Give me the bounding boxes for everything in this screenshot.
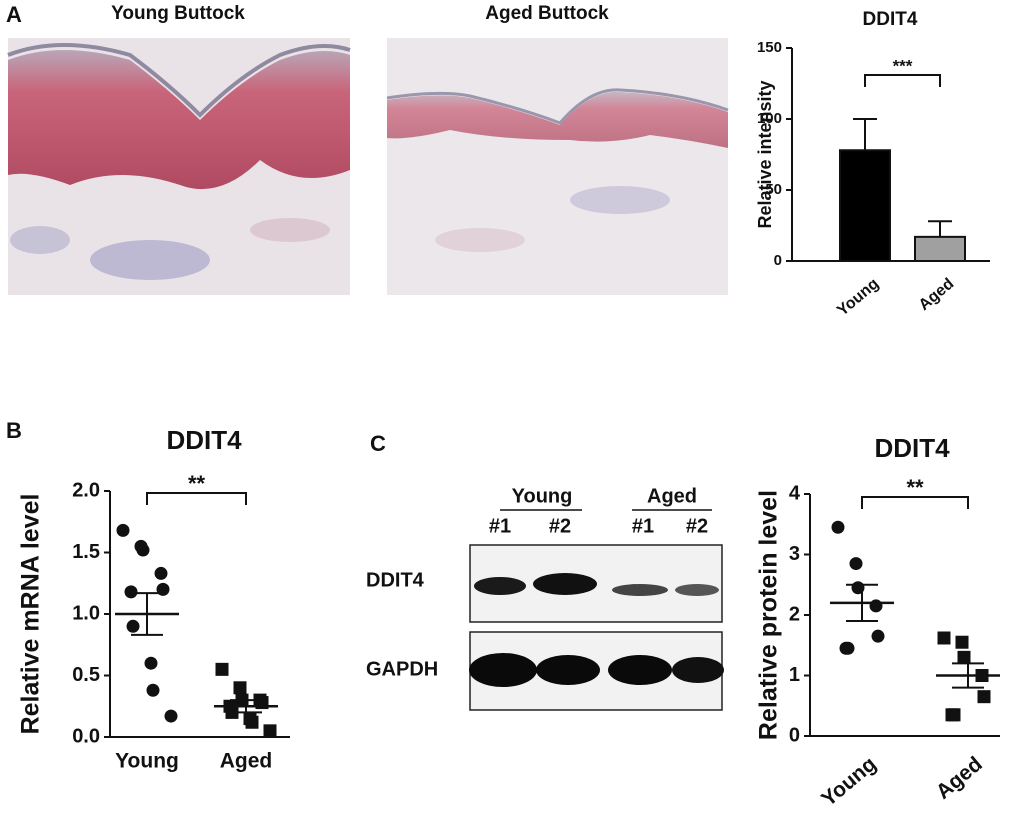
y-tick-label: 150	[757, 39, 782, 56]
y-tick-label: 0.0	[72, 725, 100, 747]
significance-bracket	[146, 492, 247, 505]
y-tick-label: 0	[774, 252, 782, 269]
significance-label: **	[188, 471, 206, 496]
data-point	[146, 683, 160, 697]
chart-title: DDIT4	[863, 9, 918, 30]
western-blot: Young Aged #1 #2 #1 #2 DDIT4 GAPDH	[366, 485, 724, 711]
x-tick-label: Aged	[932, 752, 987, 803]
data-point	[957, 650, 971, 664]
y-tick-label: 2.0	[72, 479, 100, 501]
data-point	[136, 543, 150, 557]
data-point	[124, 585, 138, 599]
chart-title: DDIT4	[166, 425, 242, 455]
blot-row-label: GAPDH	[366, 658, 438, 680]
x-tick-label: Aged	[916, 275, 958, 314]
x-tick-label: Young	[834, 275, 882, 319]
data-point	[869, 599, 883, 613]
data-point	[831, 520, 845, 534]
y-axis-label: Relative mRNA level	[17, 494, 45, 735]
data-point	[233, 681, 247, 695]
y-tick-label: 2	[789, 603, 800, 625]
significance-bracket	[864, 74, 941, 87]
blot-lane: #1	[632, 515, 654, 537]
data-point	[955, 635, 969, 649]
blot-group: Young	[512, 485, 573, 507]
y-tick-label: 1.5	[72, 541, 100, 563]
data-point	[977, 690, 991, 704]
blot-lane: #2	[686, 515, 708, 537]
x-tick-label: Young	[817, 752, 881, 811]
y-tick-label: 0	[789, 724, 800, 746]
data-point	[263, 724, 277, 738]
histology-image	[7, 38, 351, 295]
data-point	[849, 557, 863, 571]
chart-title: DDIT4	[874, 433, 950, 463]
blot-group: Aged	[647, 485, 697, 507]
data-point	[215, 662, 229, 676]
histology-image	[386, 38, 729, 295]
panel-label: B	[6, 418, 22, 443]
data-point	[126, 619, 140, 633]
image-title: Aged Buttock	[485, 3, 609, 24]
blot-lane: #2	[549, 515, 571, 537]
data-point	[144, 656, 158, 670]
y-tick-label: 4	[789, 482, 801, 504]
significance-bracket	[861, 496, 969, 509]
data-point	[871, 629, 885, 643]
data-point	[947, 708, 961, 722]
blot-row-label: DDIT4	[366, 569, 425, 591]
significance-label: **	[906, 475, 924, 500]
data-point	[116, 523, 130, 537]
panel-label: C	[370, 431, 386, 456]
data-point	[841, 641, 855, 655]
bar	[914, 235, 966, 262]
blot-lane: #1	[489, 515, 511, 537]
y-tick-label: 0.5	[72, 664, 100, 686]
x-tick-label: Young	[115, 750, 179, 773]
significance-label: ***	[893, 56, 913, 75]
y-axis-label: Relative intensity	[755, 80, 775, 228]
data-point	[937, 631, 951, 645]
bar	[839, 149, 891, 263]
y-tick-label: 50	[765, 181, 782, 198]
data-point	[164, 709, 178, 723]
data-point	[245, 715, 259, 729]
x-tick-label: Aged	[220, 750, 273, 773]
y-axis-label: Relative protein level	[755, 490, 783, 740]
y-tick-label: 1.0	[72, 602, 100, 624]
y-tick-label: 100	[757, 110, 782, 127]
image-title: Young Buttock	[111, 3, 245, 24]
panel-label: A	[6, 2, 22, 27]
y-tick-label: 3	[789, 543, 800, 565]
data-point	[154, 566, 168, 580]
y-tick-label: 1	[789, 664, 800, 686]
